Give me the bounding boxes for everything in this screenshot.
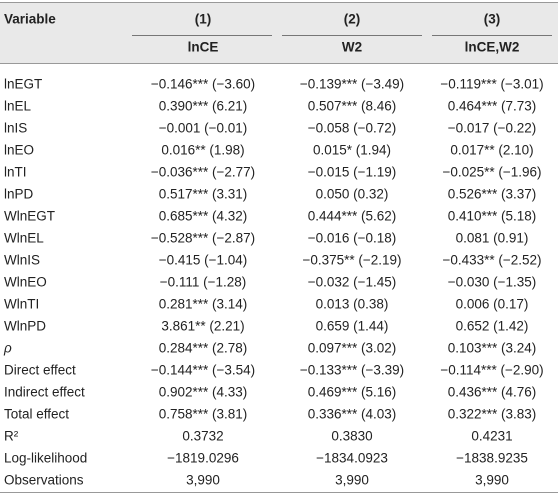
estimate: 0.517*** (3.31) — [158, 186, 248, 202]
estimate: 3.861** (2.21) — [161, 318, 245, 334]
estimate: −0.111 (−1.28) — [159, 274, 247, 290]
estimate: 0.507*** (8.46) — [307, 98, 397, 114]
estimate: −1834.0923 — [316, 450, 388, 466]
estimate: 0.050 (0.32) — [315, 186, 389, 202]
header-band — [0, 2, 558, 64]
row-label: lnPD — [4, 186, 34, 202]
estimate: −0.133*** (−3.39) — [299, 362, 405, 378]
estimate: −0.415 (−1.04) — [158, 252, 248, 268]
estimate: 0.758*** (3.81) — [158, 406, 248, 422]
column-header: W2 — [341, 39, 363, 55]
estimate: −0.030 (−1.35) — [447, 274, 537, 290]
row-label: WlnEL — [4, 230, 44, 246]
estimate: −0.375** (−2.19) — [302, 252, 402, 268]
row-label: ρ — [4, 340, 12, 356]
estimate: 0.103*** (3.24) — [447, 340, 537, 356]
row-label: WlnIS — [4, 252, 41, 268]
estimate: 0.322*** (3.83) — [447, 406, 537, 422]
estimate: 0.436*** (4.76) — [447, 384, 537, 400]
row-label: WlnEGT — [4, 208, 56, 224]
estimate: 0.336*** (4.03) — [307, 406, 397, 422]
estimate: 0.659 (1.44) — [315, 318, 389, 334]
estimate: −0.058 (−0.72) — [307, 120, 397, 136]
estimate: 0.284*** (2.78) — [158, 340, 248, 356]
estimate: −0.015 (−1.19) — [307, 164, 397, 180]
estimate: 0.081 (0.91) — [455, 230, 529, 246]
column-header: Variable — [4, 11, 56, 27]
column-number: (1) — [194, 11, 212, 27]
column-header: lnCE,W2 — [464, 39, 520, 55]
row-label: lnEL — [4, 98, 32, 114]
group-rule — [432, 35, 552, 36]
row-label: lnIS — [4, 120, 28, 136]
estimate: −0.144*** (−3.54) — [150, 362, 256, 378]
estimate: −0.001 (−0.01) — [158, 120, 248, 136]
estimate: 0.444*** (5.62) — [307, 208, 397, 224]
row-label: R² — [4, 428, 19, 444]
estimate: −0.119*** (−3.01) — [440, 76, 544, 92]
row-label: lnEO — [4, 142, 35, 158]
estimate: −0.528*** (−2.87) — [150, 230, 256, 246]
estimate: 0.3732 — [182, 428, 224, 444]
column-header: lnCE — [187, 39, 219, 55]
column-number: (3) — [483, 11, 501, 27]
estimate: −0.017 (−0.22) — [447, 120, 537, 136]
group-rule — [282, 35, 422, 36]
group-rule — [132, 35, 272, 36]
estimate: 0.652 (1.42) — [455, 318, 529, 334]
estimate: 3,990 — [186, 472, 220, 488]
estimate: 0.902*** (4.33) — [158, 384, 248, 400]
estimate: −0.139*** (−3.49) — [299, 76, 405, 92]
estimate: 0.013 (0.38) — [315, 296, 389, 312]
estimate: 0.3830 — [331, 428, 373, 444]
estimate: 0.016** (1.98) — [161, 142, 245, 158]
estimate: 0.281*** (3.14) — [158, 296, 248, 312]
estimate: −0.032 (−1.45) — [307, 274, 397, 290]
row-label: Direct effect — [4, 362, 76, 378]
estimate: 0.006 (0.17) — [455, 296, 529, 312]
estimate: 0.017** (2.10) — [450, 142, 534, 158]
estimate: 0.015* (1.94) — [312, 142, 392, 158]
estimate: 0.685*** (4.32) — [158, 208, 248, 224]
estimate: 0.469*** (5.16) — [307, 384, 397, 400]
row-label: WlnEO — [4, 274, 47, 290]
estimate: −0.025** (−1.96) — [442, 164, 542, 180]
estimate: −1819.0296 — [167, 450, 239, 466]
row-label: lnEGT — [4, 76, 43, 92]
row-label: Total effect — [4, 406, 70, 422]
estimate: −0.146*** (−3.60) — [150, 76, 256, 92]
column-number: (2) — [343, 11, 361, 27]
estimate: 0.097*** (3.02) — [307, 340, 397, 356]
estimate: −0.016 (−0.18) — [307, 230, 397, 246]
row-label: Indirect effect — [4, 384, 85, 400]
estimate: 0.410*** (5.18) — [447, 208, 537, 224]
estimate: 3,990 — [335, 472, 369, 488]
estimate: −0.114*** (−2.90) — [440, 362, 544, 378]
estimate: 0.526*** (3.37) — [447, 186, 537, 202]
row-label: Observations — [4, 472, 84, 488]
estimate: 0.464*** (7.73) — [447, 98, 537, 114]
estimate: 3,990 — [475, 472, 509, 488]
estimate: 0.390*** (6.21) — [158, 98, 248, 114]
row-label: WlnPD — [4, 318, 47, 334]
bottom-rule — [0, 492, 558, 493]
estimate: 0.4231 — [471, 428, 513, 444]
row-label: Log-likelihood — [4, 450, 88, 466]
estimate: −1838.9235 — [456, 450, 528, 466]
estimate: −0.036*** (−2.77) — [150, 164, 256, 180]
row-label: lnTI — [4, 164, 27, 180]
estimate: −0.433** (−2.52) — [442, 252, 542, 268]
row-label: WlnTI — [4, 296, 40, 312]
